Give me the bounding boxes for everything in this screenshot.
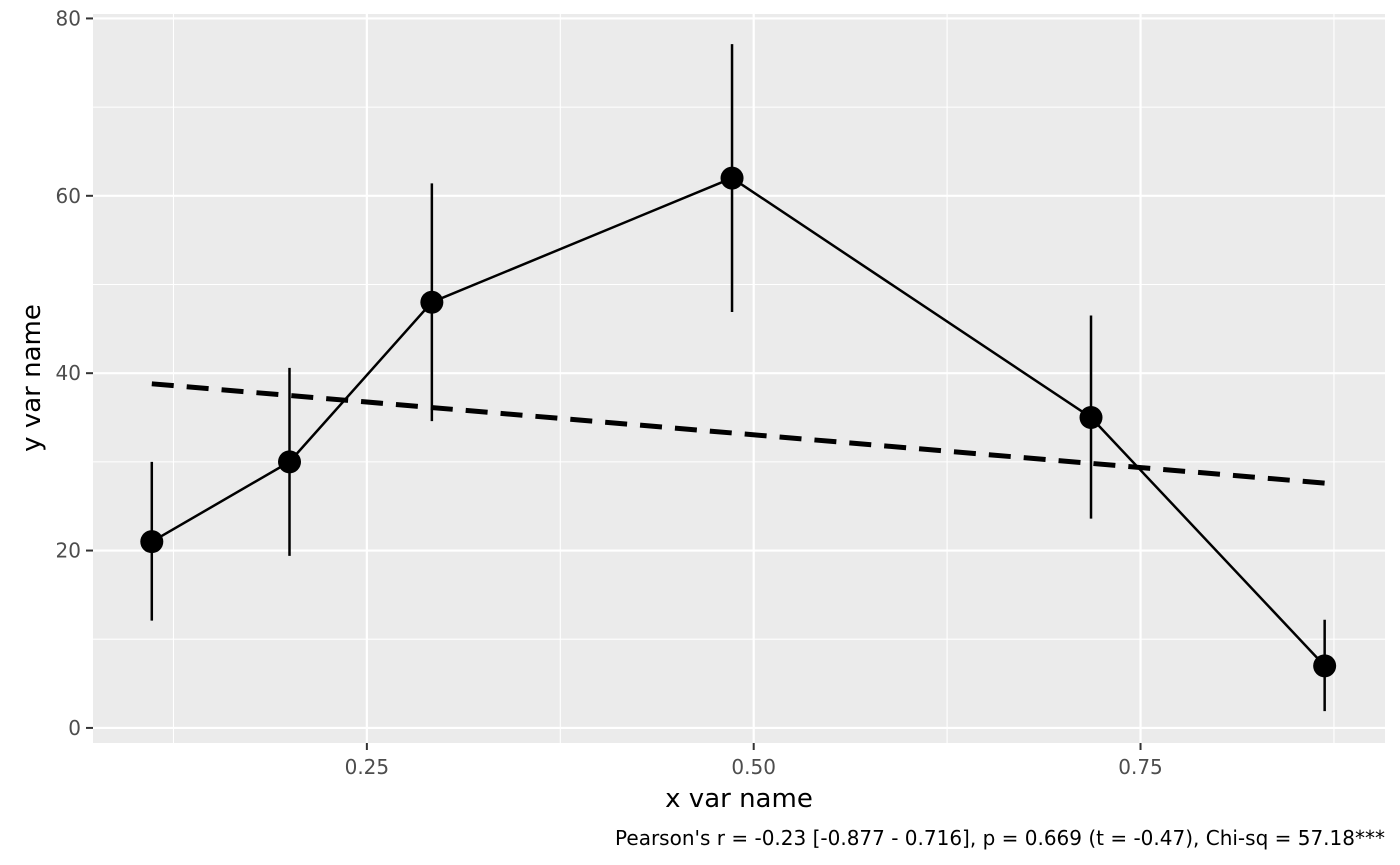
y-tick-label: 20	[56, 539, 81, 563]
trend-line-layer	[151, 381, 1325, 486]
axis-ticks: 0.25 0.50 0.75 0 20 40 60 80	[56, 6, 1163, 779]
y-tick-label: 80	[56, 6, 81, 30]
data-point	[720, 166, 744, 190]
y-tick-label: 60	[56, 184, 81, 208]
data-point	[1313, 654, 1337, 678]
plot-panel	[93, 14, 1385, 743]
x-axis-title: x var name	[665, 784, 813, 814]
y-tick-label: 40	[56, 361, 81, 385]
y-axis-title: y var name	[17, 304, 47, 452]
data-point	[420, 290, 444, 314]
series-layer	[140, 44, 1337, 712]
y-tick-label: 0	[68, 716, 81, 740]
data-point	[1079, 406, 1103, 430]
trend-line	[151, 381, 1325, 486]
series-line	[151, 176, 1326, 667]
data-point	[278, 450, 302, 474]
grid-lines	[93, 14, 1385, 743]
x-tick-label: 0.50	[731, 755, 776, 779]
x-tick-label: 0.25	[345, 755, 390, 779]
stats-caption: Pearson's r = -0.23 [-0.877 - 0.716], p …	[615, 826, 1385, 850]
x-tick-label: 0.75	[1118, 755, 1163, 779]
data-point	[140, 530, 164, 554]
